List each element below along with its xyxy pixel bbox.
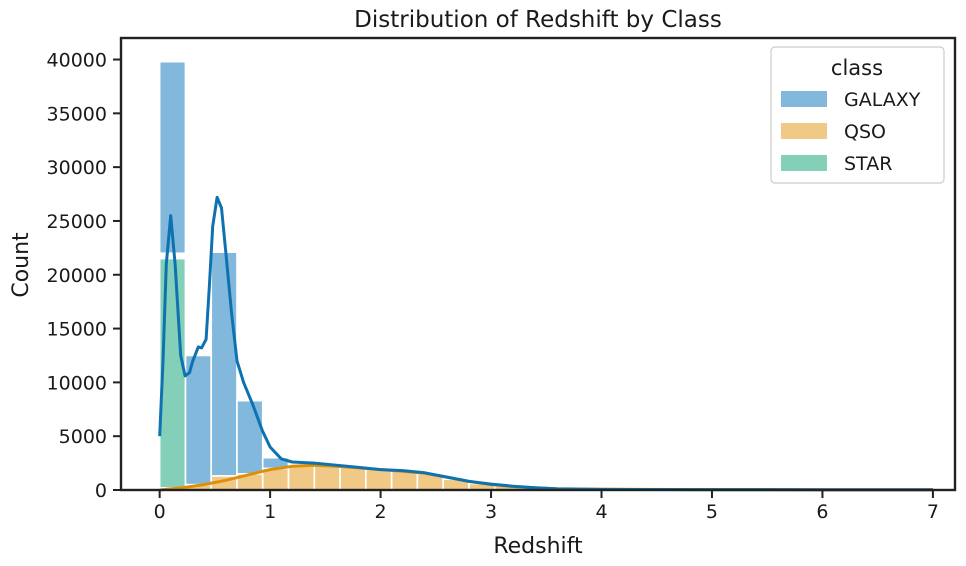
y-tick-label-0: 0	[95, 480, 107, 502]
bar-qso-5	[287, 464, 316, 491]
y-axis-ticks: 0 5000 10000 15000 20000 25000 30000 35000 40000	[47, 50, 121, 502]
plot-frame	[119, 36, 957, 492]
bar-qso-6	[313, 464, 341, 491]
bar-galaxy-3	[236, 399, 264, 475]
bar-galaxy-2	[210, 251, 238, 477]
x-tick-label-6: 6	[816, 501, 828, 523]
x-tick-label-3: 3	[485, 501, 497, 523]
y-tick-label-5000: 5000	[59, 426, 107, 448]
y-axis-label: Count	[9, 232, 34, 298]
x-tick-label-2: 2	[375, 501, 387, 523]
y-tick-label-30000: 30000	[47, 157, 107, 179]
legend-label-star: STAR	[844, 153, 892, 175]
bar-galaxy-1	[184, 354, 212, 491]
x-tick-label-1: 1	[264, 501, 276, 523]
y-tick-label-25000: 25000	[47, 211, 107, 233]
legend-box	[770, 46, 945, 184]
bar-qso-8	[365, 468, 393, 491]
legend-title: class	[831, 56, 883, 80]
x-tick-label-7: 7	[927, 501, 939, 523]
x-tick-label-4: 4	[595, 501, 607, 523]
y-tick-label-20000: 20000	[47, 265, 107, 287]
legend-swatch-qso	[781, 123, 827, 139]
legend-swatch-star	[781, 155, 827, 171]
y-tick-label-10000: 10000	[47, 372, 107, 394]
legend-label-galaxy: GALAXY	[844, 89, 921, 111]
chart-title: Distribution of Redshift by Class	[354, 7, 722, 33]
legend: class GALAXY QSO STAR	[770, 46, 945, 184]
kde-curves	[158, 195, 933, 492]
legend-label-qso: QSO	[844, 121, 886, 143]
x-axis-label: Redshift	[493, 534, 583, 559]
x-axis-ticks: 0 1 2 3 4 5 6 7	[154, 490, 939, 523]
x-tick-label-5: 5	[706, 501, 718, 523]
y-tick-label-35000: 35000	[47, 103, 107, 125]
y-tick-label-40000: 40000	[47, 50, 107, 72]
legend-swatch-galaxy	[781, 91, 827, 107]
y-tick-label-15000: 15000	[47, 319, 107, 341]
x-tick-label-0: 0	[154, 501, 166, 523]
bar-qso-7	[339, 466, 367, 491]
kde-line-galaxy	[158, 195, 933, 492]
